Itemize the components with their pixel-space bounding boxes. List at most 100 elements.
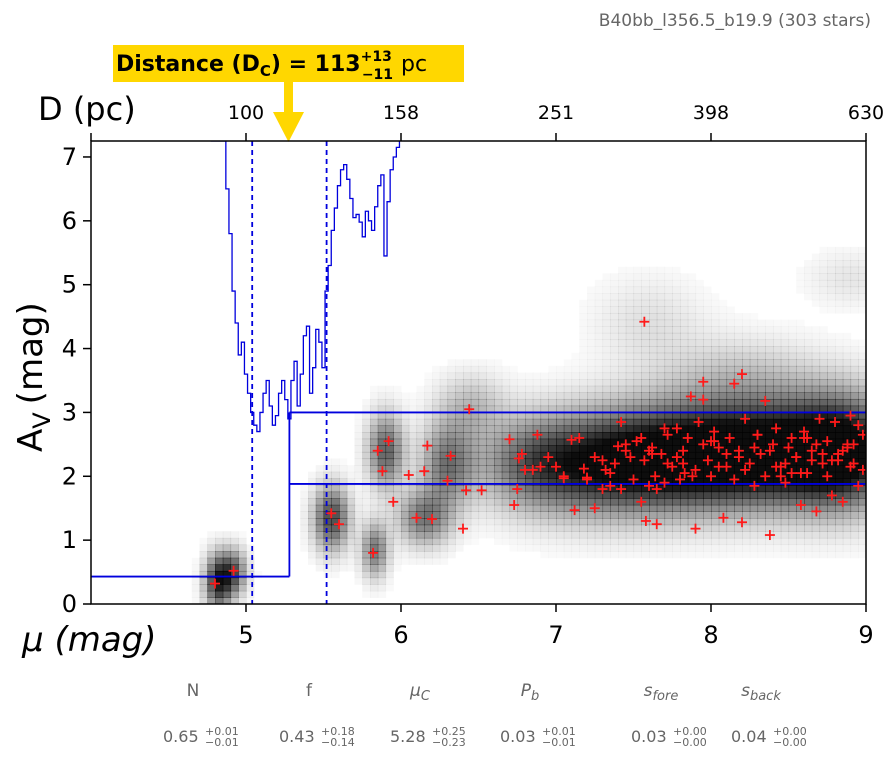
density-cell: [385, 537, 394, 546]
density-cell: [300, 544, 308, 551]
density-cell: [439, 418, 449, 427]
density-cell: [370, 451, 379, 460]
density-cell: [323, 491, 332, 499]
density-cell: [742, 511, 751, 519]
density-cell: [478, 405, 487, 413]
star-marker: [698, 439, 709, 450]
density-cell: [571, 418, 580, 427]
density-cell: [478, 484, 487, 493]
density-cell: [850, 379, 859, 387]
density-cell: [540, 438, 549, 446]
density-cell: [432, 366, 440, 373]
density-cell: [757, 339, 766, 347]
density-cell: [687, 432, 697, 440]
density-cell: [432, 511, 441, 519]
density-cell: [726, 544, 735, 552]
density-cell: [641, 445, 650, 453]
density-cell: [463, 359, 471, 366]
density-cell: [672, 412, 681, 420]
density-cell: [401, 432, 410, 440]
density-cell: [587, 451, 596, 460]
density-cell: [347, 465, 355, 472]
density-cell: [447, 432, 456, 440]
density-cell: [354, 570, 363, 579]
density-cell: [742, 359, 751, 367]
star-marker: [760, 471, 771, 482]
density-cell: [742, 458, 751, 466]
density-cell: [811, 379, 821, 387]
density-cell: [385, 544, 394, 552]
density-cell: [618, 551, 626, 558]
density-cell: [556, 484, 565, 493]
density-cell: [439, 491, 449, 499]
density-cell: [470, 385, 480, 393]
density-cell: [563, 445, 573, 453]
density-cell: [315, 511, 325, 519]
density-cell: [625, 346, 635, 354]
density-cell: [540, 504, 549, 512]
density-cell: [331, 478, 340, 486]
density-cell: [563, 398, 573, 407]
density-cell: [470, 511, 480, 519]
density-cell: [835, 293, 844, 301]
density-cell: [486, 465, 495, 473]
density-cell: [804, 379, 813, 387]
density-cell: [470, 504, 480, 512]
density-cell: [207, 544, 216, 552]
density-cell: [835, 306, 843, 313]
density-cell: [734, 537, 743, 546]
star-marker: [558, 473, 569, 484]
density-cell: [370, 518, 379, 526]
density-cell: [757, 359, 766, 367]
density-cell: [664, 306, 673, 314]
density-cell: [641, 511, 650, 519]
density-cell: [618, 312, 627, 321]
density-cell: [447, 438, 456, 446]
density-cell: [757, 531, 766, 539]
density-cell: [734, 412, 743, 420]
density-cell: [385, 577, 394, 585]
density-cell: [191, 584, 201, 592]
density-cell: [703, 392, 712, 400]
density-cell: [749, 379, 759, 387]
density-cell: [501, 445, 511, 453]
density-cell: [494, 379, 503, 387]
density-cell: [625, 379, 635, 387]
density-cell: [773, 346, 782, 354]
density-cell: [796, 537, 805, 546]
density-cell: [594, 312, 604, 321]
density-cell: [827, 293, 836, 301]
density-cell: [695, 352, 704, 360]
density-cell: [796, 551, 804, 558]
density-cell: [819, 385, 828, 393]
density-cell: [222, 570, 232, 579]
y-axis-label: AV(mag): [11, 302, 56, 452]
density-cell: [432, 491, 441, 499]
density-cell: [192, 564, 200, 571]
density-cell: [664, 332, 673, 341]
density-cell: [315, 551, 325, 559]
density-cell: [750, 313, 758, 320]
star-marker: [427, 514, 437, 525]
density-cell: [362, 405, 371, 413]
density-cell: [656, 531, 666, 539]
density-cell: [843, 333, 851, 340]
density-cell: [408, 518, 418, 526]
density-cell: [362, 465, 371, 473]
density-cell: [718, 372, 728, 380]
star-marker: [811, 506, 822, 517]
density-cell: [664, 293, 673, 301]
density-cell: [858, 412, 866, 420]
density-cell: [370, 412, 379, 420]
density-cell: [633, 326, 642, 334]
star-marker: [826, 490, 837, 501]
star-marker: [780, 458, 791, 469]
density-cell: [656, 498, 666, 506]
density-cell: [641, 537, 650, 546]
density-cell: [563, 484, 573, 493]
density-cell: [501, 484, 511, 493]
density-cell: [501, 418, 511, 427]
density-cell: [625, 299, 635, 307]
star-marker: [806, 455, 817, 466]
density-cell: [780, 432, 790, 440]
